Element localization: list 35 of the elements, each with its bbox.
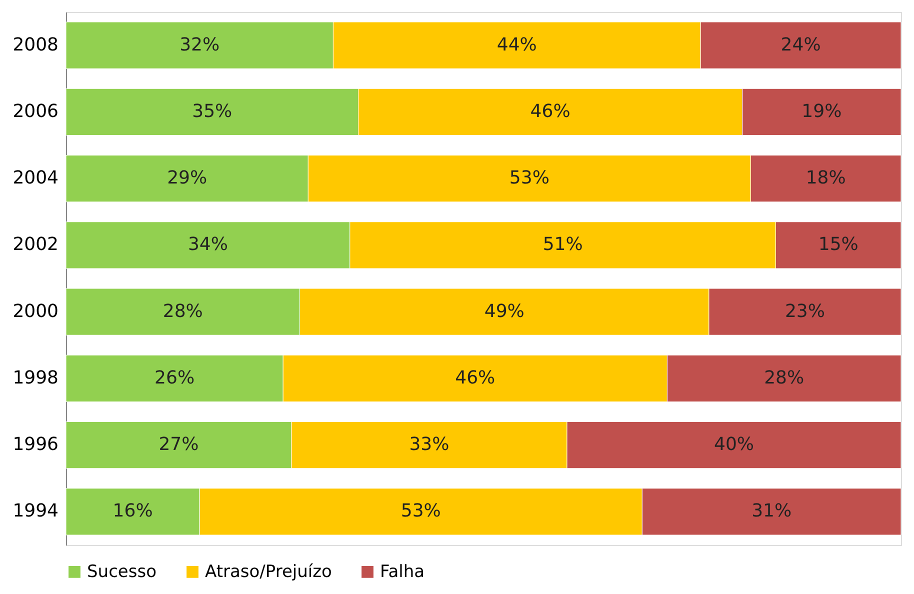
data-label: 23% (784, 300, 825, 322)
data-label: 32% (180, 34, 220, 56)
y-tick-label: 1996 (12, 434, 58, 456)
data-label: 24% (780, 34, 821, 56)
y-tick-label: 2008 (12, 34, 58, 56)
y-tick-label: 1998 (12, 367, 58, 388)
y-tick-label: 2006 (12, 100, 58, 122)
data-label: 51% (542, 234, 583, 256)
data-label: 27% (158, 434, 199, 456)
legend-label: Falha (380, 562, 425, 582)
y-tick-label: 2000 (12, 300, 58, 322)
data-label: 53% (400, 500, 441, 522)
data-label: 26% (154, 367, 195, 388)
y-tick-label: 2002 (12, 234, 58, 256)
data-label: 33% (409, 434, 450, 456)
data-label: 40% (714, 434, 754, 456)
legend-label: Sucesso (87, 562, 156, 582)
data-label: 34% (188, 234, 228, 256)
y-tick-label: 1994 (12, 500, 58, 522)
data-label: 28% (162, 300, 203, 322)
data-label: 28% (764, 367, 804, 388)
data-label: 16% (112, 500, 153, 522)
data-label: 49% (484, 300, 524, 322)
data-label: 29% (167, 168, 208, 189)
data-label: 46% (530, 100, 570, 122)
data-label: 19% (802, 100, 842, 122)
data-label: 53% (509, 168, 550, 189)
y-tick-label: 2004 (12, 168, 58, 189)
data-label: 31% (752, 500, 792, 522)
data-label: 15% (818, 234, 858, 256)
data-label: 18% (806, 168, 846, 189)
data-label: 35% (192, 100, 232, 122)
data-label: 44% (496, 34, 537, 56)
data-label: 46% (455, 367, 496, 388)
legend-label: Atraso/Prejuízo (205, 562, 332, 582)
